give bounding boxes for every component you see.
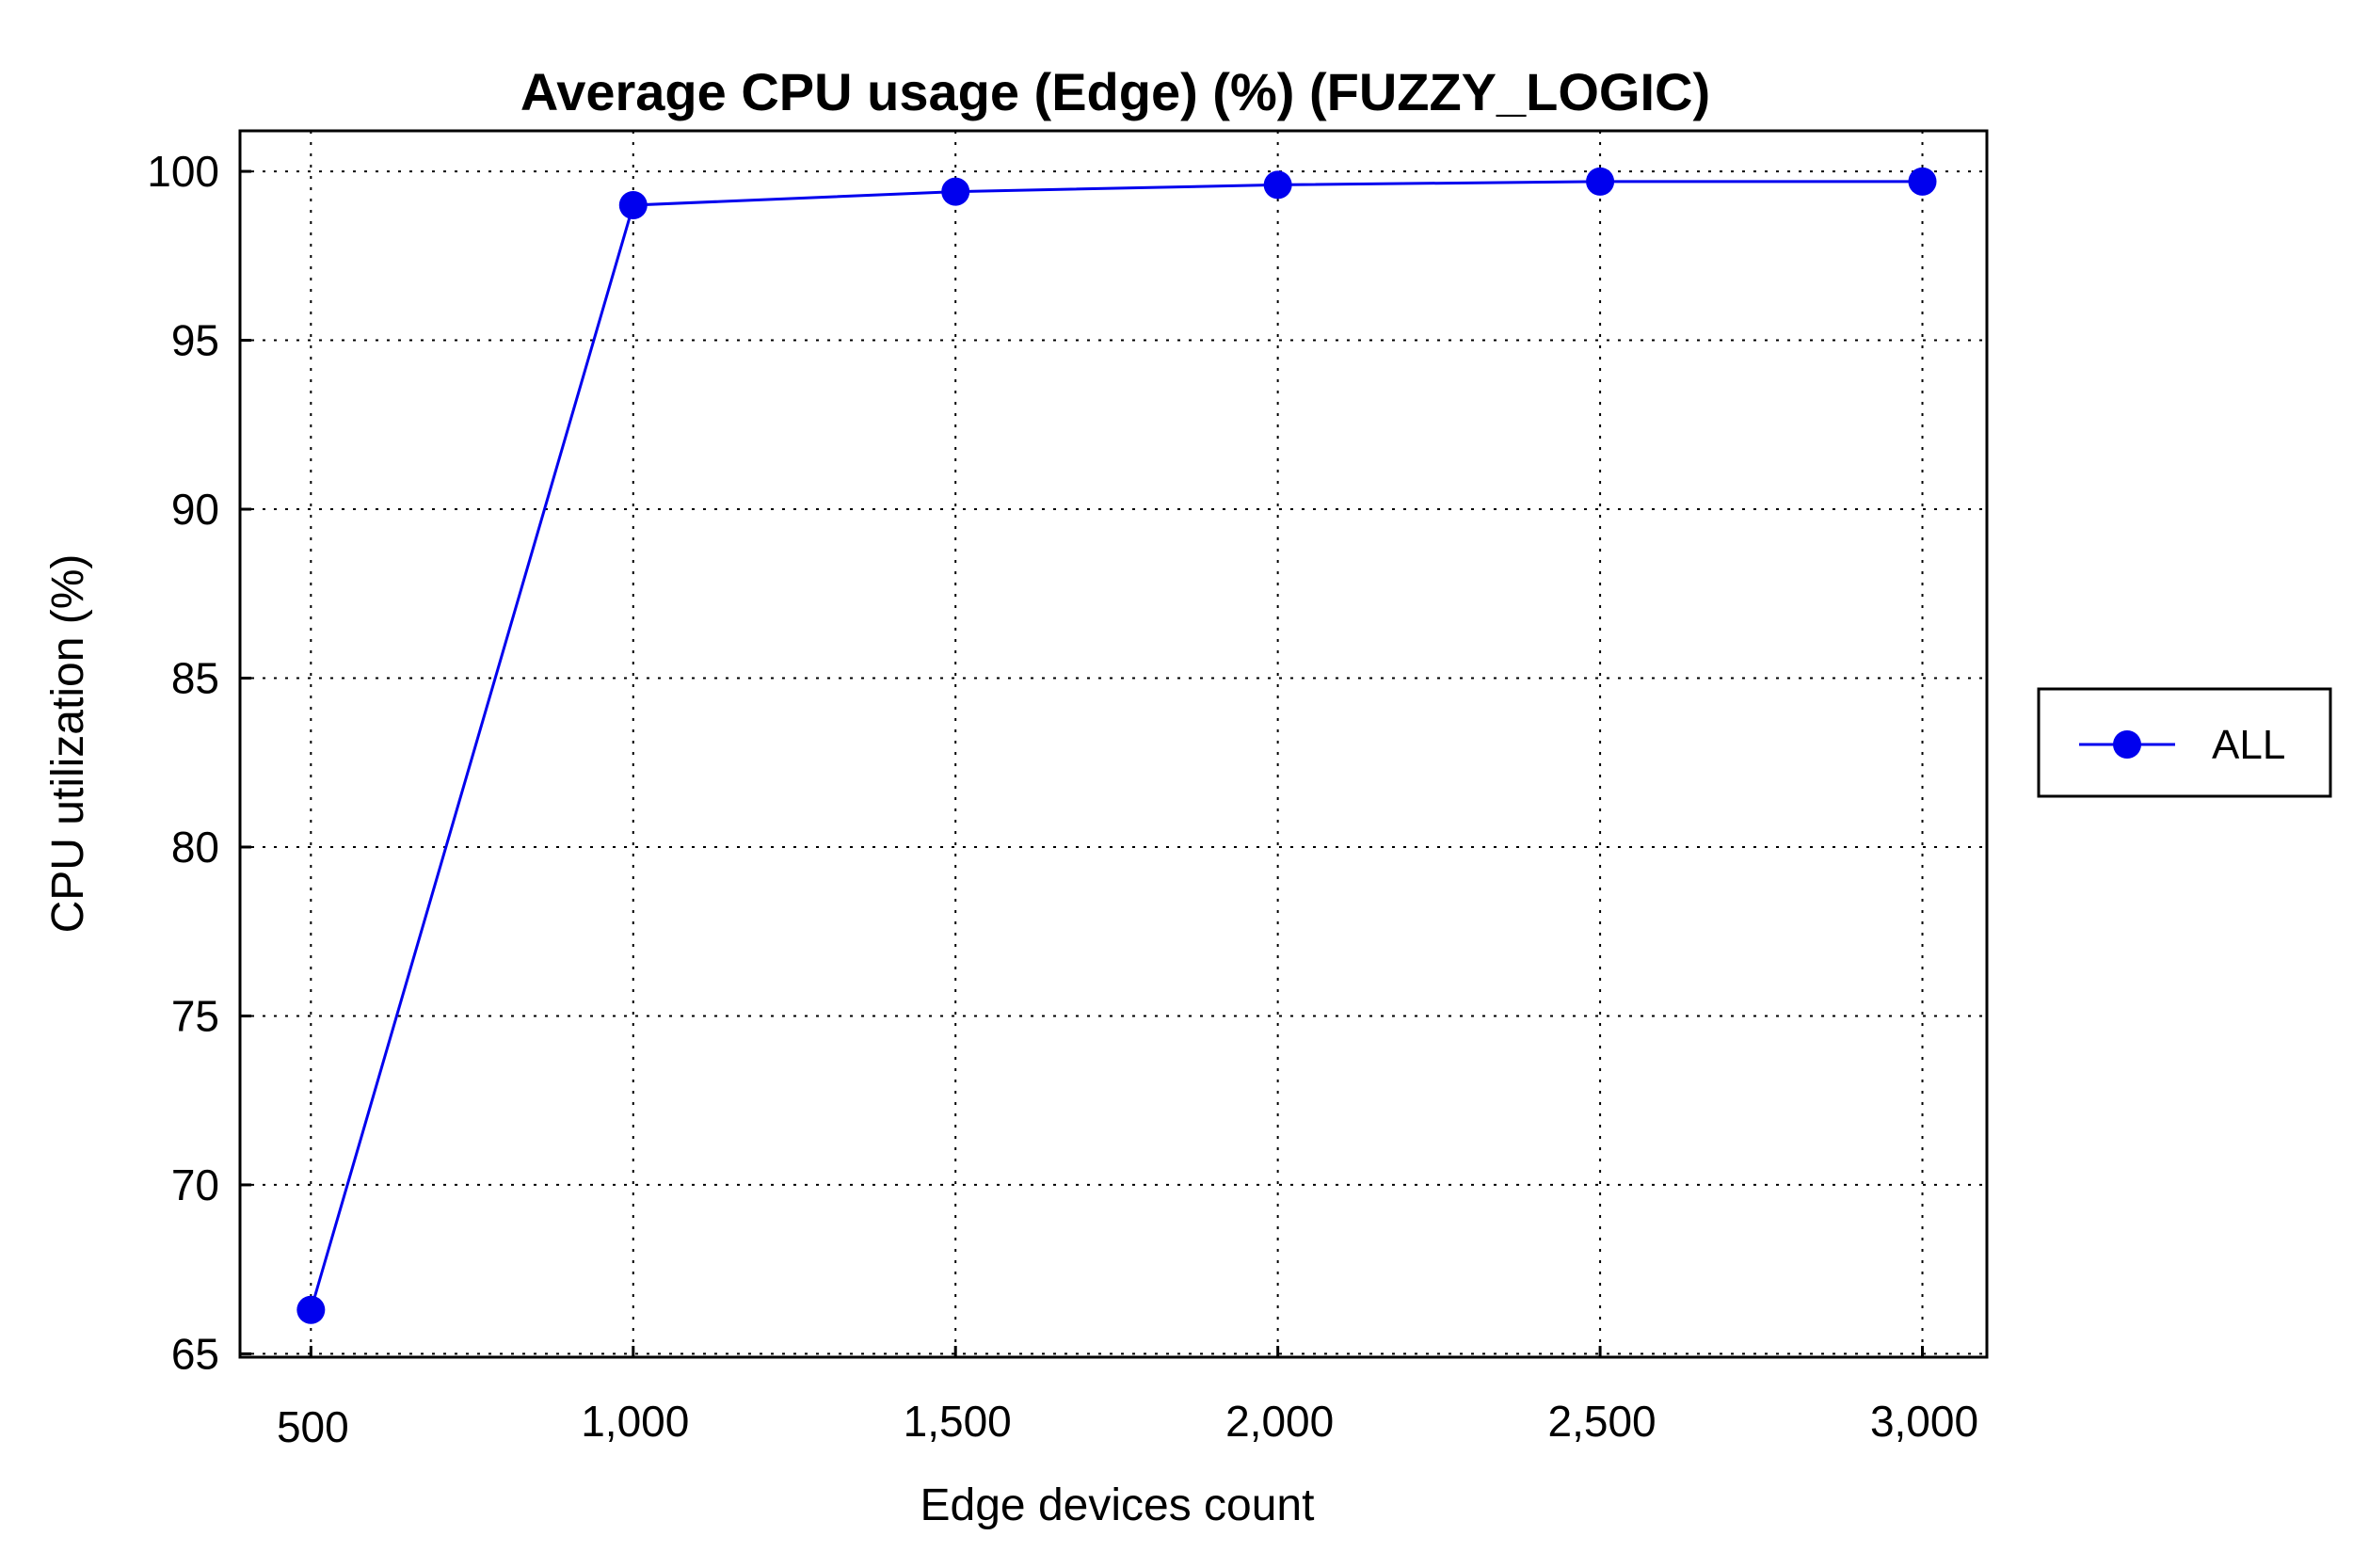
y-tick-label: 85 [171, 654, 219, 703]
plot-area-frame [238, 129, 1989, 1359]
x-tick-label: 1,000 [581, 1397, 689, 1446]
data-point [618, 190, 648, 219]
y-axis-tick-labels: 65 70 75 80 85 90 95 100 [147, 147, 219, 1378]
legend: ALL [2037, 687, 2332, 798]
x-tick-label: 1,500 [904, 1397, 1012, 1446]
axis-ticks [240, 169, 1925, 1357]
y-tick-label: 80 [171, 823, 219, 872]
legend-label-all: ALL [2212, 722, 2285, 768]
y-tick-label: 70 [171, 1160, 219, 1209]
grid [240, 131, 1987, 1357]
y-tick-label: 100 [147, 147, 219, 196]
x-axis-label: Edge devices count [920, 1480, 1315, 1530]
x-tick-label: 2,000 [1225, 1397, 1334, 1446]
y-tick-label: 90 [171, 485, 219, 534]
data-point [296, 1295, 326, 1324]
y-tick-label: 95 [171, 316, 219, 365]
x-tick-label: 3,000 [1870, 1397, 1978, 1446]
x-axis-tick-labels: 500 1,000 1,500 2,000 2,500 3,000 [277, 1397, 1978, 1451]
series-all [296, 167, 1937, 1324]
data-point [1263, 170, 1292, 200]
data-point [941, 177, 970, 206]
x-tick-label: 500 [277, 1402, 349, 1451]
data-point [1586, 167, 1615, 196]
legend-marker-all [2113, 730, 2141, 759]
y-axis-label: CPU utilization (%) [43, 554, 93, 934]
legend-box [2037, 687, 2332, 798]
series-line-all [309, 180, 1923, 1311]
x-tick-label: 2,500 [1548, 1397, 1657, 1446]
chart-title: Average CPU usage (Edge) (%) (FUZZY_LOGI… [520, 62, 1710, 121]
data-point [1908, 167, 1937, 196]
y-tick-label: 65 [171, 1329, 219, 1378]
y-tick-label: 75 [171, 991, 219, 1040]
